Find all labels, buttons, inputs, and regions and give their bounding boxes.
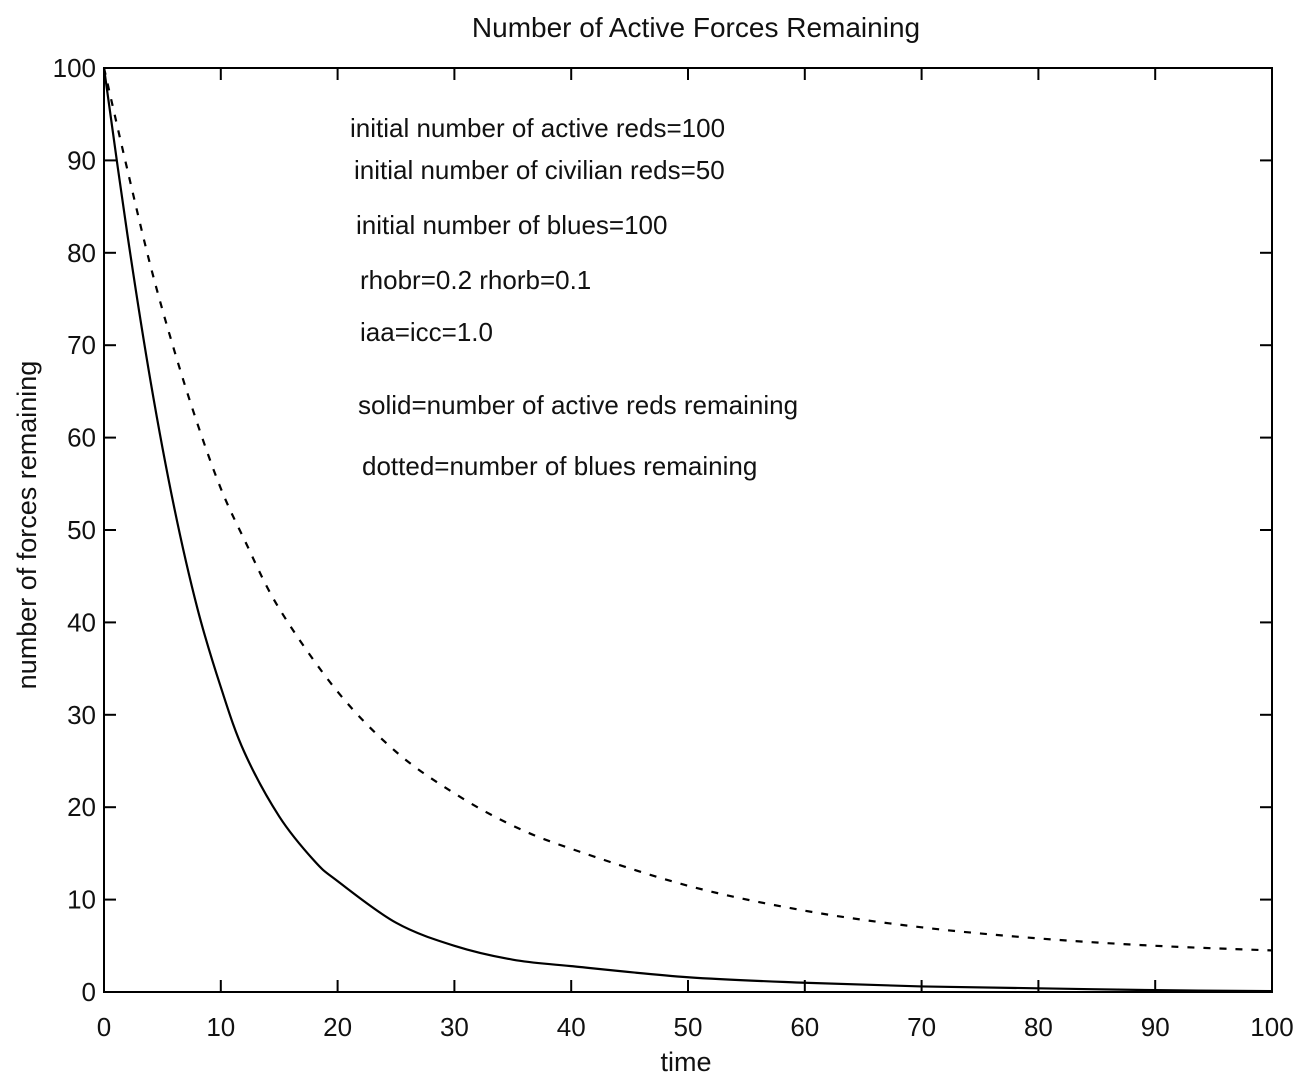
x-tick-label: 90 [1141,1012,1170,1042]
x-tick-label: 100 [1250,1012,1293,1042]
y-tick-label: 20 [67,792,96,822]
x-axis-label: time [660,1047,711,1077]
y-tick-label: 80 [67,238,96,268]
annotation: iaa=icc=1.0 [360,317,493,347]
y-tick-label: 50 [67,515,96,545]
y-tick-label: 60 [67,423,96,453]
annotation: initial number of civilian reds=50 [354,155,725,185]
x-tick-label: 0 [97,1012,111,1042]
series-line-solid [102,67,1273,993]
x-tick-label: 40 [557,1012,586,1042]
plot-area [103,67,1273,993]
x-tick-label: 80 [1024,1012,1053,1042]
annotation: initial number of blues=100 [356,210,667,240]
annotations: initial number of active reds=100 initial… [350,113,798,481]
plot-frame [103,67,1273,993]
y-tick-label: 90 [67,145,96,175]
x-tick-label: 50 [674,1012,703,1042]
y-axis-label: number of forces remaining [12,361,42,690]
chart-title: Number of Active Forces Remaining [472,12,920,43]
annotation: dotted=number of blues remaining [362,451,757,481]
y-tick-label: 100 [53,53,96,83]
tick-marks [103,67,1273,993]
x-tick-label: 30 [440,1012,469,1042]
x-tick-label: 20 [323,1012,352,1042]
annotation: initial number of active reds=100 [350,113,725,143]
series-layer [102,67,1273,993]
x-tick-label: 60 [790,1012,819,1042]
x-tick-label: 10 [206,1012,235,1042]
x-tick-label: 70 [907,1012,936,1042]
annotation: solid=number of active reds remaining [358,390,798,420]
y-tick-label: 70 [67,330,96,360]
tick-labels: 0 10 20 30 40 50 60 70 80 90 100 0 10 20 30 40 50 60 70 80 9… [53,53,1294,1042]
y-tick-label: 30 [67,700,96,730]
y-tick-label: 10 [67,885,96,915]
y-tick-label: 40 [67,607,96,637]
series-line-dotted [102,67,1273,952]
y-tick-label: 0 [82,977,96,1007]
annotation: rhobr=0.2 rhorb=0.1 [360,265,591,295]
